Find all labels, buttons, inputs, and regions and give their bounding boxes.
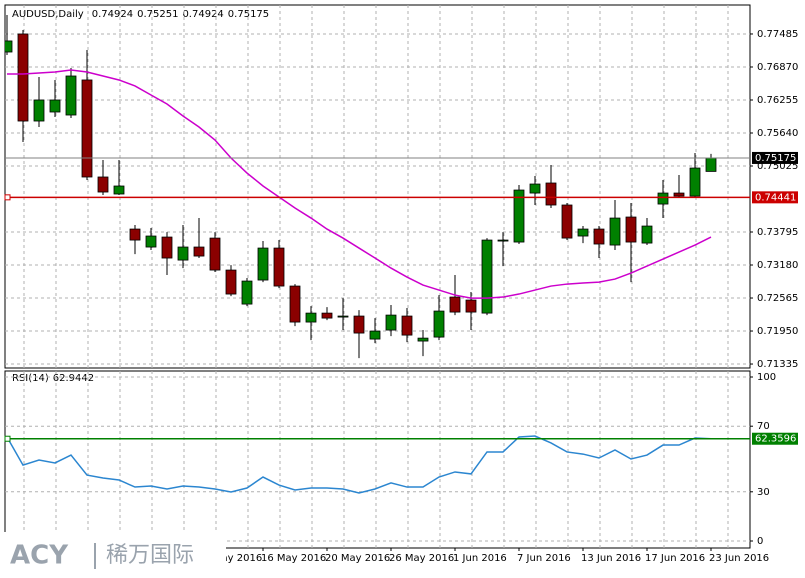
rsi-panel bbox=[4, 370, 751, 549]
brand: ACY bbox=[10, 541, 69, 571]
y-tick-label: 70 bbox=[757, 421, 770, 432]
candle-body bbox=[225, 269, 237, 295]
y-tick-label: 0.73180 bbox=[757, 260, 798, 271]
y-tick-label: 0.72565 bbox=[757, 293, 798, 304]
candle-body bbox=[433, 310, 445, 338]
candle-body bbox=[145, 235, 157, 248]
candle-body bbox=[289, 285, 301, 323]
candle-body bbox=[5, 40, 13, 53]
candle-body bbox=[625, 216, 637, 243]
high-value: 0.75251 bbox=[137, 9, 178, 20]
candle-body bbox=[337, 315, 349, 318]
candle-body bbox=[17, 33, 29, 122]
candle-body bbox=[81, 79, 93, 178]
candle-body bbox=[193, 246, 205, 257]
x-tick-label: 26 May 2016 bbox=[389, 553, 454, 564]
x-tick-label: 17 Jun 2016 bbox=[645, 553, 705, 564]
candle-body bbox=[497, 239, 509, 242]
candle-body bbox=[641, 225, 653, 244]
moving-average bbox=[7, 69, 712, 299]
symbol: AUDUSD,Daily bbox=[12, 9, 84, 20]
candle-body bbox=[369, 330, 381, 340]
watermark: ACY 稀万国际 bbox=[0, 532, 226, 578]
y-tick-label: 0.77485 bbox=[757, 29, 798, 40]
x-tick-label: 23 Jun 2016 bbox=[709, 553, 769, 564]
candle-body bbox=[417, 337, 429, 342]
candle-body bbox=[609, 217, 621, 246]
y-tick-label: 0.71335 bbox=[757, 359, 798, 370]
candle-body bbox=[129, 228, 141, 241]
y-tick-label: 0.71950 bbox=[757, 326, 798, 337]
candle-body bbox=[321, 312, 333, 319]
x-tick-label: 13 Jun 2016 bbox=[581, 553, 641, 564]
candle-body bbox=[561, 204, 573, 239]
y-tick-label: 0.76870 bbox=[757, 62, 798, 73]
level-handle bbox=[4, 435, 11, 442]
plot-area bbox=[5, 14, 717, 359]
candle-body bbox=[65, 75, 77, 116]
candle-body bbox=[705, 157, 717, 172]
price-label: 0.75175 bbox=[755, 153, 796, 164]
x-tick-label: 7 Jun 2016 bbox=[517, 553, 571, 564]
candle-body bbox=[113, 185, 125, 195]
candle-body bbox=[577, 228, 589, 237]
x-tick-label: 20 May 2016 bbox=[325, 553, 390, 564]
candle-body bbox=[241, 280, 253, 305]
level-label: 62.3596 bbox=[755, 434, 796, 445]
candle-body bbox=[481, 239, 493, 314]
rsi-value: 62.9442 bbox=[53, 373, 94, 384]
candle-body bbox=[673, 192, 685, 197]
candle-body bbox=[209, 237, 221, 271]
candle-body bbox=[529, 183, 541, 194]
level-label-box bbox=[752, 191, 798, 204]
candle-body bbox=[273, 247, 285, 287]
candle-body bbox=[49, 99, 61, 113]
rsi-header: RSI(14) 62.9442 bbox=[12, 373, 94, 384]
candle-body bbox=[513, 189, 525, 243]
candle-body bbox=[257, 247, 269, 281]
candle-body bbox=[385, 314, 397, 331]
low-value: 0.74924 bbox=[182, 9, 223, 20]
candle-body bbox=[449, 296, 461, 313]
x-tick-label: 1 Jun 2016 bbox=[453, 553, 507, 564]
candle-body bbox=[353, 315, 365, 334]
rsi-title: RSI(14) bbox=[12, 373, 49, 384]
y-tick-label: 0.73795 bbox=[757, 227, 798, 238]
candle-body bbox=[593, 228, 605, 245]
brand-name: 稀万国际 bbox=[106, 543, 194, 568]
x-tick-label: 16 May 2016 bbox=[261, 553, 326, 564]
candle-body bbox=[657, 192, 669, 205]
candle-body bbox=[33, 99, 45, 122]
candle-body bbox=[97, 176, 109, 193]
candle-body bbox=[161, 236, 173, 259]
candle-body bbox=[305, 312, 317, 323]
y-tick-label: 0.76255 bbox=[757, 95, 798, 106]
candle-body bbox=[177, 246, 189, 261]
y-tick-label: 30 bbox=[757, 487, 770, 498]
price-label-box bbox=[752, 151, 798, 164]
level-label-box bbox=[752, 432, 798, 445]
level-label: 0.74441 bbox=[755, 192, 796, 203]
candle-body bbox=[401, 315, 413, 336]
plot-area bbox=[6, 435, 712, 494]
watermark-bg bbox=[0, 532, 226, 578]
chart-header: AUDUSD,Daily 0.74924 0.75251 0.74924 0.75175 bbox=[12, 9, 269, 20]
x-tick-label: 10 May 2016 bbox=[197, 553, 262, 564]
level-handle bbox=[4, 194, 11, 201]
candle-body bbox=[465, 299, 477, 313]
open-value: 0.74924 bbox=[92, 9, 133, 20]
y-tick-label: 0.75025 bbox=[757, 161, 798, 172]
main-panel bbox=[4, 4, 751, 369]
rsi-line bbox=[6, 435, 712, 494]
y-tick-label: 0 bbox=[757, 536, 763, 547]
y-tick-label: 0.75640 bbox=[757, 128, 798, 139]
candle-body bbox=[545, 182, 557, 206]
y-tick-label: 100 bbox=[757, 372, 776, 383]
close-value: 0.75175 bbox=[228, 9, 269, 20]
candle-body bbox=[689, 167, 701, 197]
